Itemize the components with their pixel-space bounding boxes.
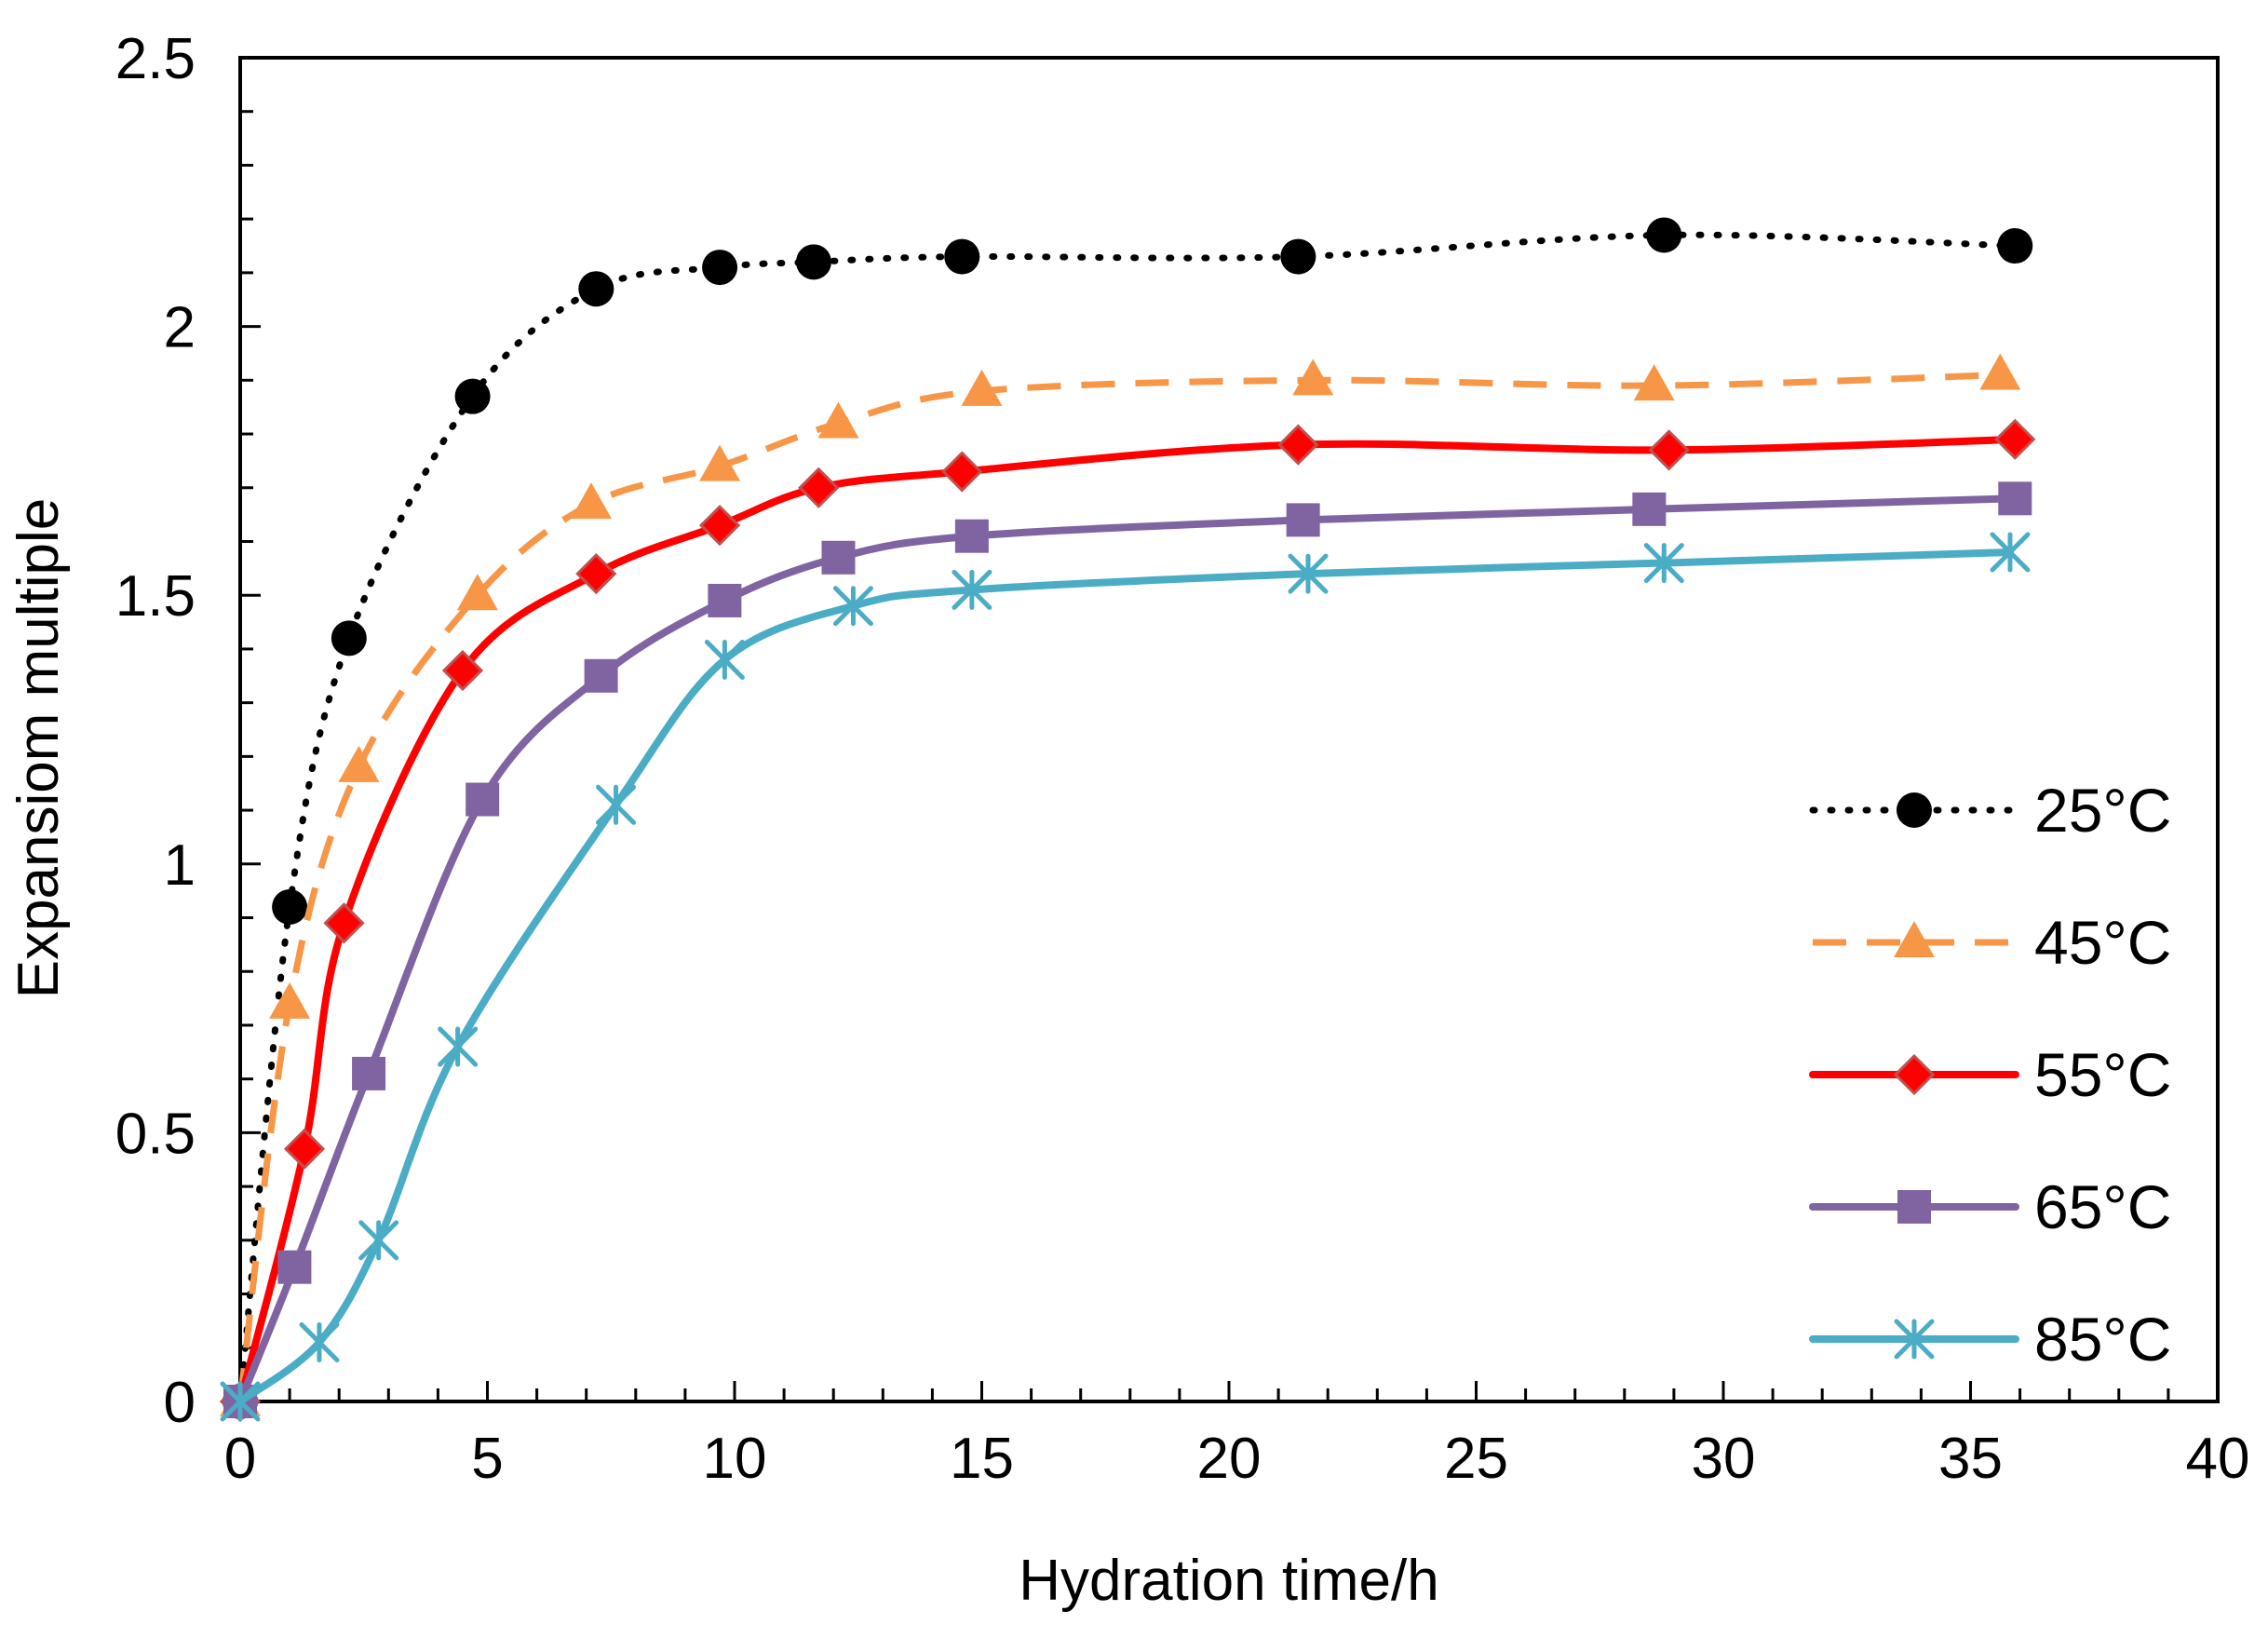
data-point xyxy=(596,784,637,825)
legend-marker xyxy=(1894,1319,1935,1360)
series-55°C xyxy=(219,418,2036,1423)
data-point xyxy=(1292,359,1334,396)
data-point xyxy=(456,574,498,611)
data-point xyxy=(272,888,308,925)
data-point xyxy=(699,444,741,481)
series-45°C xyxy=(220,353,2021,1416)
legend-marker xyxy=(1897,1190,1931,1224)
data-point xyxy=(1286,503,1320,537)
data-point xyxy=(1632,492,1667,526)
legend-marker xyxy=(1893,1053,1936,1096)
data-point xyxy=(283,1128,326,1170)
data-point xyxy=(578,271,614,307)
data-point xyxy=(277,1250,312,1284)
legend-label: 85°C xyxy=(2034,1305,2171,1374)
data-point xyxy=(1646,217,1682,253)
series-layer xyxy=(219,217,2036,1423)
y-tick-label: 1 xyxy=(164,833,196,898)
data-point xyxy=(1280,238,1316,275)
data-point xyxy=(1277,424,1319,466)
data-point xyxy=(817,401,859,439)
data-point xyxy=(704,639,745,680)
x-axis-title: Hydration time/h xyxy=(1019,1549,1438,1613)
legend-label: 55°C xyxy=(2034,1040,2171,1109)
legend-marker xyxy=(1897,792,1932,828)
data-point xyxy=(584,658,618,693)
data-point xyxy=(454,378,491,414)
series-line xyxy=(236,435,2019,1405)
data-point xyxy=(954,519,989,553)
y-tick-label: 1.5 xyxy=(115,564,196,629)
data-point xyxy=(1648,429,1690,471)
x-tick-label: 40 xyxy=(2186,1427,2250,1491)
y-axis: 0 0.5 1 1.5 2 2.5 xyxy=(115,27,261,1435)
legend-label: 25°C xyxy=(2034,776,2171,845)
legend-marker xyxy=(1894,921,1935,957)
data-point xyxy=(466,782,500,817)
series-line xyxy=(236,494,2019,1405)
data-point xyxy=(438,1026,479,1067)
data-point xyxy=(338,745,380,782)
data-point xyxy=(941,451,983,493)
y-tick-label: 2 xyxy=(164,296,196,360)
legend-item: 25°C xyxy=(1809,776,2171,845)
data-point xyxy=(1994,418,2036,460)
data-point xyxy=(220,1381,261,1422)
x-tick-label: 10 xyxy=(703,1427,767,1491)
data-point xyxy=(299,1322,340,1363)
data-point xyxy=(323,902,365,944)
x-tick-label: 20 xyxy=(1197,1427,1262,1491)
data-point xyxy=(571,482,613,520)
legend-label: 45°C xyxy=(2034,908,2171,977)
data-point xyxy=(352,1056,386,1090)
data-point xyxy=(821,540,856,575)
data-point xyxy=(269,981,311,1019)
y-tick-label: 0 xyxy=(164,1371,196,1435)
x-tick-label: 15 xyxy=(950,1427,1014,1491)
data-point xyxy=(698,505,741,547)
data-point xyxy=(1643,543,1684,584)
data-point xyxy=(708,583,742,617)
data-point xyxy=(961,369,1003,406)
series-85°C xyxy=(220,532,2031,1422)
x-tick-label: 30 xyxy=(1692,1427,1756,1491)
data-point xyxy=(1997,228,2033,264)
data-point xyxy=(832,586,873,627)
series-line xyxy=(236,231,2018,1405)
series-line xyxy=(236,372,2001,1402)
legend-label: 65°C xyxy=(2034,1172,2171,1241)
legend: 25°C 45°C 55°C 65°C 85°C xyxy=(1809,776,2171,1374)
x-axis: 0 5 10 15 20 25 30 35 40 xyxy=(224,1381,2250,1491)
x-tick-label: 35 xyxy=(1938,1427,2003,1491)
data-point xyxy=(331,620,367,657)
legend-item: 55°C xyxy=(1809,1040,2171,1109)
legend-item: 45°C xyxy=(1813,908,2171,977)
data-point xyxy=(798,467,840,508)
data-point xyxy=(1998,481,2032,516)
data-point xyxy=(441,649,484,692)
data-point xyxy=(944,238,980,275)
data-point xyxy=(1990,532,2031,573)
y-axis-title: Expansiom multiple xyxy=(7,498,71,999)
data-point xyxy=(795,244,831,280)
y-tick-label: 2.5 xyxy=(115,27,196,91)
data-point xyxy=(952,569,992,610)
data-point xyxy=(575,552,617,595)
series-25°C xyxy=(223,217,2033,1419)
x-tick-label: 5 xyxy=(471,1427,503,1491)
series-line xyxy=(236,548,2014,1405)
series-65°C xyxy=(223,481,2032,1418)
data-point xyxy=(358,1220,399,1261)
data-point xyxy=(1979,353,2021,390)
legend-item: 85°C xyxy=(1809,1305,2171,1374)
data-point xyxy=(1633,364,1675,401)
legend-item: 65°C xyxy=(1809,1172,2171,1241)
x-tick-label: 25 xyxy=(1444,1427,1508,1491)
y-tick-label: 0.5 xyxy=(115,1102,196,1166)
data-point xyxy=(1288,553,1329,594)
data-point xyxy=(702,250,738,286)
x-tick-label: 0 xyxy=(224,1427,256,1491)
